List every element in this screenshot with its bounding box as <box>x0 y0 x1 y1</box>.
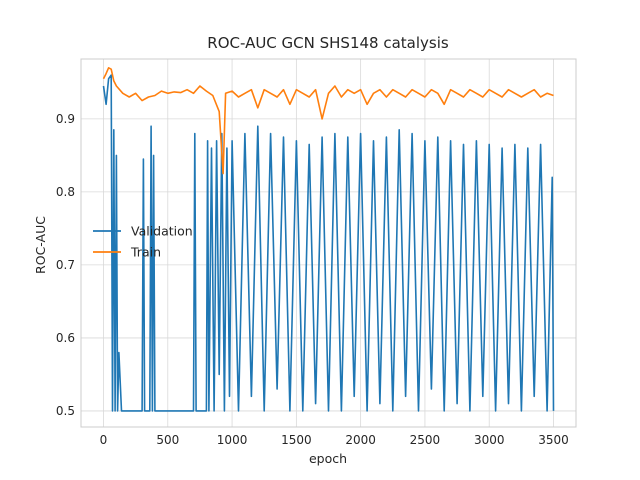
x-tick-label: 1500 <box>281 433 312 447</box>
y-tick-label: 0.8 <box>56 185 75 199</box>
tick-labels: 0 500 1000 1500 2000 2500 3000 3500 0.5 0.6 0.7 0.8… <box>56 112 569 447</box>
x-tick-label: 500 <box>156 433 179 447</box>
x-tick-label: 2500 <box>410 433 441 447</box>
y-axis-label: ROC-AUC <box>33 216 48 274</box>
y-tick-label: 0.9 <box>56 112 75 126</box>
x-tick-label: 2000 <box>345 433 376 447</box>
series-line-validation <box>102 74 555 412</box>
legend-label-validation: Validation <box>131 224 193 239</box>
x-tick-label: 0 <box>100 433 108 447</box>
series-line-train <box>102 67 554 175</box>
series-group <box>102 67 555 412</box>
y-tick-label: 0.5 <box>56 404 75 418</box>
x-tick-label: 3000 <box>474 433 505 447</box>
y-tick-label: 0.6 <box>56 331 75 345</box>
legend-label-train: Train <box>130 245 161 260</box>
y-tick-label: 0.7 <box>56 258 75 272</box>
legend: Validation Train <box>93 224 193 260</box>
x-tick-label: 3500 <box>538 433 569 447</box>
x-tick-label: 1000 <box>217 433 248 447</box>
chart-title: ROC-AUC GCN SHS148 catalysis <box>207 34 449 52</box>
plot-frame <box>80 58 577 428</box>
x-axis-label: epoch <box>309 451 347 466</box>
